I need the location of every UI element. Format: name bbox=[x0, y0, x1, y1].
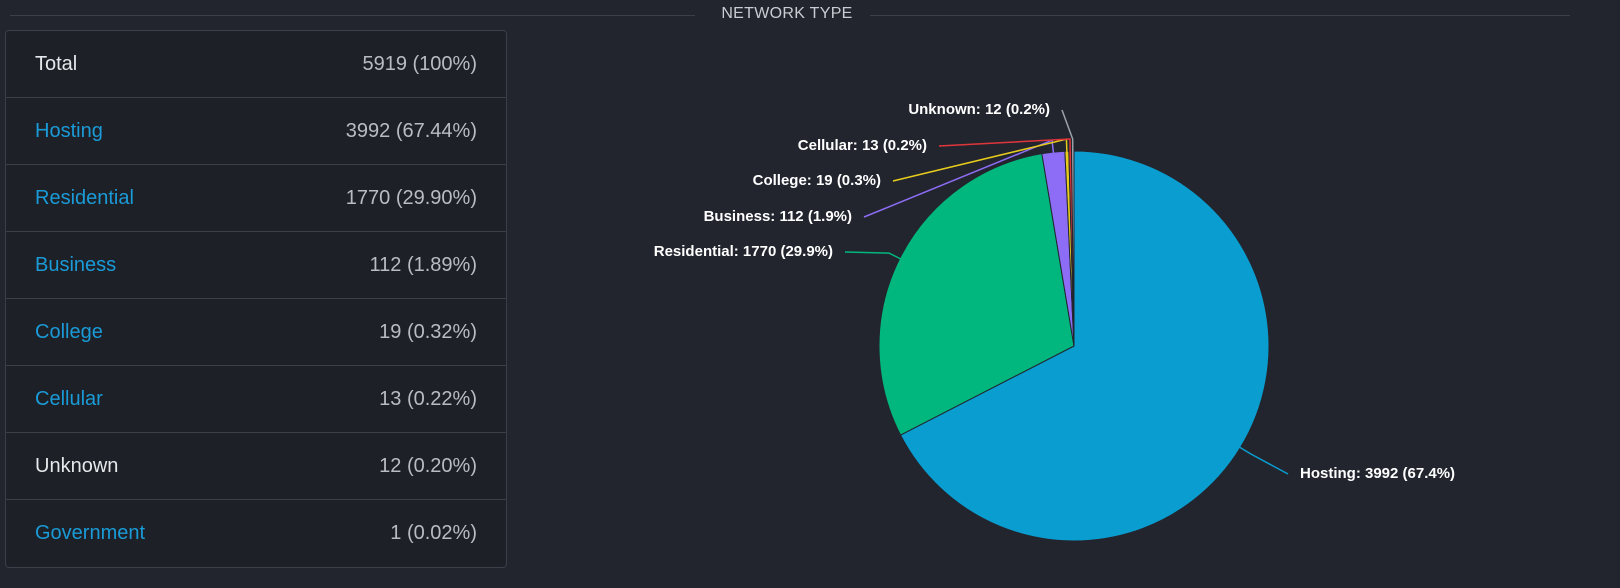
table-row: Cellular 13 (0.22%) bbox=[6, 366, 506, 433]
slice-label: Hosting: 3992 (67.4%) bbox=[1300, 465, 1455, 482]
leader-line bbox=[1238, 445, 1289, 475]
row-count: 3992 (67.44%) bbox=[345, 119, 477, 142]
section-title: NETWORK TYPE bbox=[707, 5, 867, 22]
row-count: 1 (0.02%) bbox=[390, 522, 477, 544]
row-count: 13 (0.22%) bbox=[379, 387, 477, 410]
header-rule bbox=[10, 15, 695, 16]
row-name[interactable]: Business bbox=[35, 253, 117, 276]
network-table: Total 5919 (100%) Hosting 3992 (67.44%) Resi… bbox=[5, 30, 507, 568]
leader-line bbox=[938, 138, 1071, 154]
leader-line bbox=[1061, 109, 1074, 154]
slice-label: College: 19 (0.3%) bbox=[753, 172, 881, 189]
row-name[interactable]: Government bbox=[35, 522, 146, 544]
row-count: 112 (1.89%) bbox=[369, 253, 477, 276]
row-count: 12 (0.20%) bbox=[379, 454, 477, 477]
table-row: Unknown 12 (0.20%) bbox=[6, 433, 506, 500]
row-name[interactable]: Cellular bbox=[35, 387, 103, 410]
row-name: Total bbox=[35, 52, 78, 75]
leader-line bbox=[844, 251, 902, 261]
table-row: Hosting 3992 (67.44%) bbox=[6, 98, 506, 165]
row-name[interactable]: Hosting bbox=[35, 119, 103, 142]
slice-label: Cellular: 13 (0.2%) bbox=[798, 137, 927, 154]
table-row: College 19 (0.32%) bbox=[6, 299, 506, 366]
slice-label: Residential: 1770 (29.9%) bbox=[654, 243, 833, 260]
row-count: 1770 (29.90%) bbox=[345, 186, 477, 209]
slice-label: Unknown: 12 (0.2%) bbox=[908, 101, 1050, 118]
table-row: Total 5919 (100%) bbox=[6, 31, 506, 98]
table-row: Business 112 (1.89%) bbox=[6, 232, 506, 299]
header-rule bbox=[870, 15, 1570, 16]
section-header: NETWORK TYPE bbox=[0, 0, 1620, 30]
row-name[interactable]: Residential bbox=[35, 186, 134, 209]
row-name[interactable]: College bbox=[35, 320, 103, 343]
table-row: Government 1 (0.02%) bbox=[6, 500, 506, 567]
slice-label: Business: 112 (1.9%) bbox=[704, 208, 852, 225]
row-count: 19 (0.32%) bbox=[379, 320, 477, 343]
table-row: Residential 1770 (29.90%) bbox=[6, 165, 506, 232]
section-title-wrap: NETWORK TYPE bbox=[0, 5, 1574, 23]
row-name: Unknown bbox=[35, 454, 119, 477]
row-count: 5919 (100%) bbox=[362, 52, 477, 75]
